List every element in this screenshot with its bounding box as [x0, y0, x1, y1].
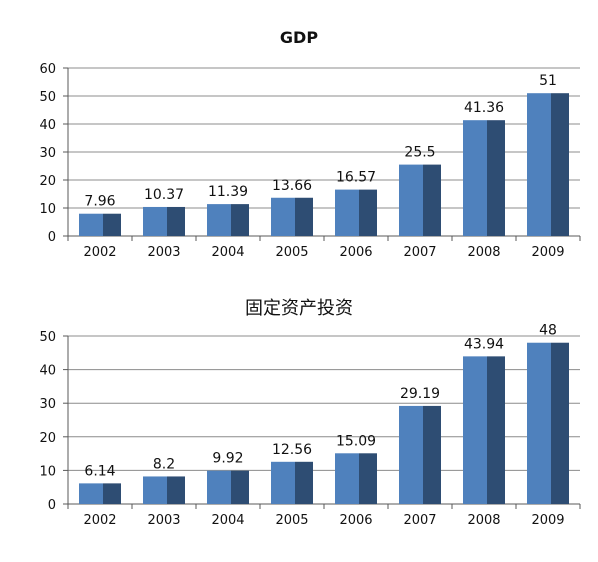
data-label: 51	[539, 73, 557, 89]
bar-front-face	[527, 342, 551, 504]
x-tick-label: 2002	[83, 513, 116, 528]
bar-front-face	[335, 189, 359, 236]
y-tick-label: 30	[39, 397, 56, 412]
bar-side-face	[487, 356, 505, 504]
data-label: 10.37	[144, 187, 184, 203]
x-tick-label: 2008	[467, 513, 500, 528]
bar-side-face	[359, 453, 377, 504]
data-label: 25.5	[404, 145, 435, 161]
data-label: 6.14	[84, 463, 115, 479]
bar-side-face	[423, 164, 441, 236]
data-label: 11.39	[208, 184, 248, 200]
data-label: 48	[539, 323, 557, 339]
y-tick-label: 60	[39, 62, 56, 77]
y-tick-label: 50	[39, 90, 56, 105]
fixed-asset-investment-chart: 0 10 20 30 40 50 6.14 2002 8.2 2003 9.92 2004 12.56 2…	[0, 272, 598, 562]
x-tick-label: 2009	[531, 513, 564, 528]
bar-front-face	[399, 405, 423, 504]
bar-2003	[143, 206, 185, 236]
bar-side-face	[167, 476, 185, 504]
y-tick-label: 20	[39, 174, 56, 189]
bar-side-face	[423, 405, 441, 504]
y-tick-label: 30	[39, 146, 56, 161]
fixed-asset-investment-plot: 0 10 20 30 40 50 6.14 2002 8.2 2003 9.92 2004 12.56 2…	[39, 323, 581, 528]
bar-front-face	[463, 356, 487, 504]
x-tick-label: 2004	[211, 245, 244, 260]
x-tick-label: 2003	[147, 245, 180, 260]
bar-2006	[335, 189, 377, 236]
bar-2004	[207, 470, 249, 504]
data-label: 13.66	[272, 178, 312, 194]
y-tick-label: 10	[39, 464, 56, 479]
bar-side-face	[551, 93, 569, 236]
y-tick-label: 40	[39, 364, 56, 379]
data-label: 41.36	[464, 100, 504, 116]
y-tick-label: 50	[39, 330, 56, 345]
chart-title: GDP	[279, 28, 319, 47]
x-tick-label: 2006	[339, 513, 372, 528]
bar-side-face	[231, 470, 249, 504]
bar-2004	[207, 204, 249, 236]
bar-side-face	[231, 204, 249, 236]
x-tick-label: 2008	[467, 245, 500, 260]
data-label: 43.94	[464, 336, 504, 352]
bar-front-face	[399, 164, 423, 236]
bar-2008	[463, 356, 505, 504]
bar-side-face	[551, 342, 569, 504]
bar-front-face	[207, 204, 231, 236]
y-tick-label: 20	[39, 431, 56, 446]
data-label: 15.09	[336, 433, 376, 449]
bar-front-face	[271, 197, 295, 236]
x-tick-label: 2009	[531, 245, 564, 260]
data-label: 12.56	[272, 442, 312, 458]
x-tick-label: 2002	[83, 245, 116, 260]
data-label: 16.57	[336, 170, 376, 186]
bar-front-face	[79, 213, 103, 236]
y-tick-label: 0	[48, 230, 56, 245]
y-tick-label: 0	[48, 498, 56, 513]
bar-front-face	[463, 120, 487, 236]
bar-front-face	[207, 470, 231, 504]
x-tick-label: 2004	[211, 513, 244, 528]
bar-front-face	[335, 453, 359, 504]
bar-side-face	[359, 189, 377, 236]
x-tick-label: 2005	[275, 513, 308, 528]
x-tick-label: 2003	[147, 513, 180, 528]
data-label: 9.92	[212, 451, 243, 467]
bar-2005	[271, 461, 313, 504]
bar-front-face	[527, 93, 551, 236]
y-tick-label: 40	[39, 118, 56, 133]
bar-2006	[335, 453, 377, 504]
gdp-plot: 0 10 20 30 40 50 60 7.96 2002 10.37 2003 11.39 2004 1…	[39, 62, 581, 260]
bar-side-face	[295, 197, 313, 236]
data-label: 7.96	[84, 194, 115, 210]
bar-2009	[527, 93, 569, 236]
bar-front-face	[143, 206, 167, 236]
bar-front-face	[143, 476, 167, 504]
bar-front-face	[271, 461, 295, 504]
bar-2002	[79, 483, 121, 504]
bar-side-face	[103, 213, 121, 236]
bar-side-face	[487, 120, 505, 236]
bar-side-face	[295, 461, 313, 504]
x-tick-label: 2005	[275, 245, 308, 260]
bar-2009	[527, 342, 569, 504]
bar-2007	[399, 164, 441, 236]
chart-title: 固定资产投资	[245, 298, 353, 319]
y-tick-label: 10	[39, 202, 56, 217]
x-tick-label: 2007	[403, 245, 436, 260]
bar-2002	[79, 213, 121, 236]
gdp-chart: 0 10 20 30 40 50 60 7.96 2002 10.37 2003 11.39 2004 1…	[0, 0, 598, 272]
x-tick-label: 2006	[339, 245, 372, 260]
bar-2008	[463, 120, 505, 236]
data-label: 8.2	[153, 456, 175, 472]
bar-side-face	[103, 483, 121, 504]
bar-side-face	[167, 206, 185, 236]
bar-2005	[271, 197, 313, 236]
bar-2003	[143, 476, 185, 504]
bar-front-face	[79, 483, 103, 504]
bar-2007	[399, 405, 441, 504]
data-label: 29.19	[400, 386, 440, 402]
x-tick-label: 2007	[403, 513, 436, 528]
